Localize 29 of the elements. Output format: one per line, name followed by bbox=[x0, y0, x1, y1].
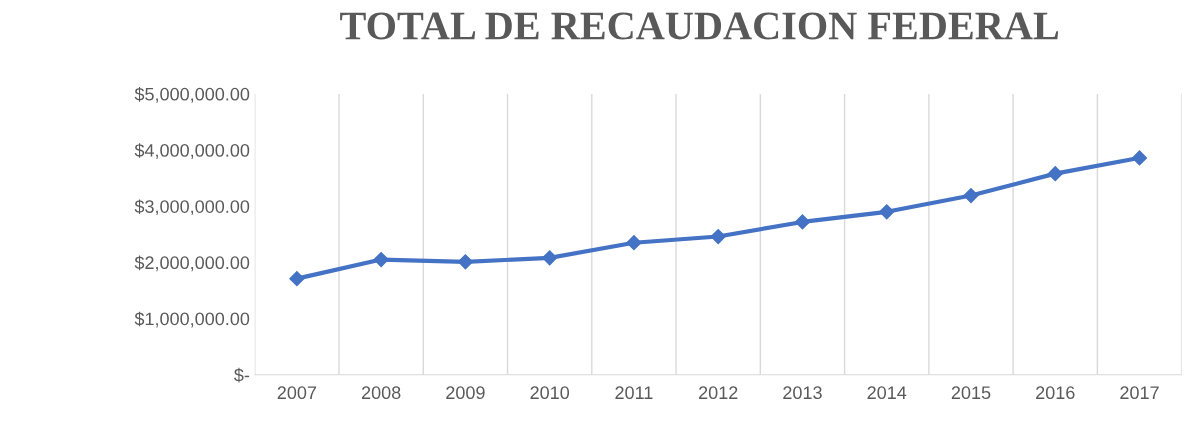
point bbox=[1047, 166, 1063, 182]
y-tick-label: $4,000,000.00 bbox=[134, 143, 250, 159]
point bbox=[879, 204, 895, 220]
x-tick-label: 2011 bbox=[615, 386, 653, 400]
chart-title: TOTAL DE RECAUDACION FEDERAL bbox=[340, 12, 1059, 40]
y-tick-label: $3,000,000.00 bbox=[134, 199, 250, 216]
point bbox=[710, 228, 726, 245]
x-tick-label: 2013 bbox=[783, 386, 822, 400]
point bbox=[626, 235, 642, 251]
x-tick-label: 2009 bbox=[446, 386, 485, 400]
point bbox=[1131, 150, 1148, 166]
point bbox=[373, 251, 389, 268]
x-tick-label: 2007 bbox=[277, 386, 317, 400]
x-tick-label: 2016 bbox=[1036, 386, 1075, 400]
x-tick-label: 2010 bbox=[530, 386, 570, 400]
y-tick-label: $- bbox=[234, 367, 250, 383]
y-tick-label: $2,000,000.00 bbox=[134, 255, 250, 272]
y-tick-label: $5,000,000.00 bbox=[134, 87, 250, 103]
point bbox=[794, 214, 811, 230]
x-tick-label: 2012 bbox=[699, 386, 738, 400]
y-tick-label: $1,000,000.00 bbox=[134, 311, 250, 328]
point bbox=[542, 250, 558, 266]
x-tick-label: 2014 bbox=[867, 386, 907, 400]
x-tick-label: 2015 bbox=[951, 386, 991, 400]
point bbox=[963, 187, 979, 204]
x-tick-label: 2017 bbox=[1120, 386, 1159, 400]
point bbox=[289, 271, 305, 287]
point bbox=[457, 254, 473, 270]
x-tick-label: 2008 bbox=[361, 386, 401, 400]
